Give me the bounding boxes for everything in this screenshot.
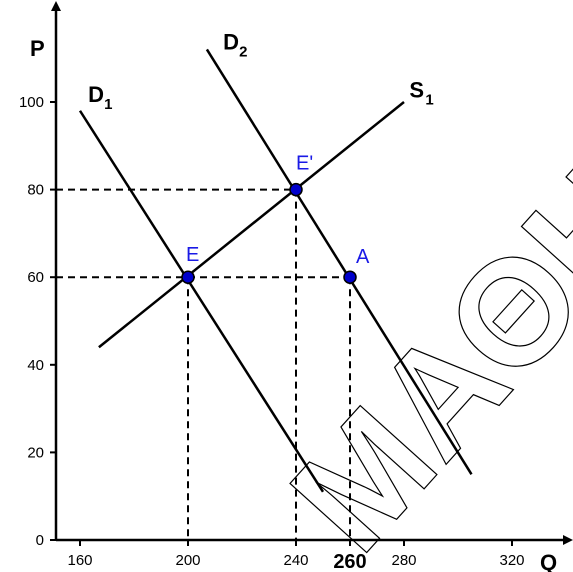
y-tick-label: 0 xyxy=(36,532,44,549)
curve-label-sub-d1: 1 xyxy=(104,96,112,113)
curve-d1 xyxy=(78,110,325,493)
axes: P Q xyxy=(30,1,573,572)
point-label: A xyxy=(356,246,370,268)
point-label: E xyxy=(186,244,199,266)
point-a xyxy=(343,270,357,284)
equilibrium-points: E E' A xyxy=(181,153,370,284)
y-tick-label: 80 xyxy=(27,182,44,199)
x-tick-label: 280 xyxy=(391,552,416,569)
x-tick-label: 320 xyxy=(499,552,524,569)
x-tick-label: 260 xyxy=(333,551,366,572)
y-axis-title: P xyxy=(30,36,45,61)
x-tick-label: 200 xyxy=(175,552,200,569)
guide-lines xyxy=(56,188,351,540)
x-tick-label: 240 xyxy=(283,552,308,569)
x-axis-title: Q xyxy=(540,550,557,572)
y-tick-label: 20 xyxy=(27,444,44,461)
curve-s1 xyxy=(98,101,405,349)
x-tick-label: 160 xyxy=(67,552,92,569)
curve-label-d1: D xyxy=(88,82,104,107)
curve-label-sub-s1: 1 xyxy=(425,92,433,109)
watermark-text: ΜΑΘΗ xyxy=(259,131,573,572)
curve-label-d2: D xyxy=(223,29,239,54)
curve-label-sub-d2: 2 xyxy=(239,43,247,60)
tick-labels: 0 20 40 60 80 100 160 200 240 260 280 320 xyxy=(19,94,525,572)
point-eprime xyxy=(289,182,303,197)
y-tick-label: 60 xyxy=(27,269,44,286)
curves: D 1D 2S 1 xyxy=(78,29,473,493)
y-tick-label: 40 xyxy=(27,357,44,374)
curve-d2 xyxy=(205,48,473,475)
curve-label-s1: S xyxy=(409,78,424,103)
point-label: E' xyxy=(296,153,313,175)
point-e xyxy=(181,270,195,284)
watermark: ΜΑΘΗ xyxy=(258,131,573,572)
y-tick-label: 100 xyxy=(19,94,44,111)
